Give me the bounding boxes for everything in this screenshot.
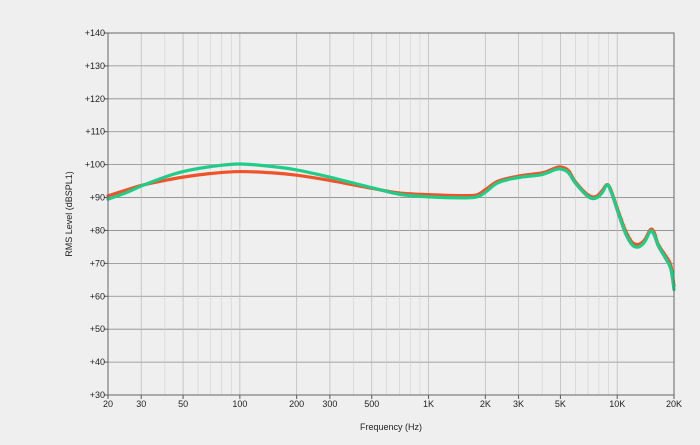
x-tick-label: 200 <box>289 399 304 409</box>
y-tick-label: +50 <box>90 324 105 334</box>
tick-labels: +30 +40 +50 +60 +70 +80 +90 +100 +110 +120 +130 +14… <box>85 28 682 409</box>
plot-background <box>108 33 674 395</box>
x-tick-label: 5K <box>555 399 566 409</box>
x-tick-label: 300 <box>322 399 337 409</box>
x-tick-label: 50 <box>178 399 188 409</box>
y-tick-label: +120 <box>85 94 105 104</box>
y-tick-label: +40 <box>90 357 105 367</box>
y-tick-label: +70 <box>90 258 105 268</box>
x-tick-label: 3K <box>513 399 524 409</box>
y-tick-label: +80 <box>90 225 105 235</box>
y-tick-label: +130 <box>85 61 105 71</box>
y-tick-label: +90 <box>90 193 105 203</box>
series-lines <box>106 162 676 292</box>
x-tick-label: 20K <box>666 399 682 409</box>
x-tick-label: 10K <box>609 399 625 409</box>
series-line-2 <box>106 162 676 292</box>
x-tick-label: 100 <box>232 399 247 409</box>
y-tick-label: +110 <box>85 127 105 137</box>
x-tick-label: 1K <box>423 399 434 409</box>
x-tick-label: 500 <box>364 399 379 409</box>
x-tick-label: 2K <box>480 399 491 409</box>
y-tick-label: +30 <box>90 390 105 400</box>
plot-frame <box>107 32 675 396</box>
y-tick-label: +100 <box>85 160 105 170</box>
y-tick-label: +140 <box>85 28 105 38</box>
x-tick-label: 30 <box>136 399 146 409</box>
y-axis-title: RMS Level (dBSPL1) <box>64 171 74 257</box>
x-axis-title: Frequency (Hz) <box>360 422 422 432</box>
x-tick-label: 20 <box>103 399 113 409</box>
y-tick-label: +60 <box>90 291 105 301</box>
